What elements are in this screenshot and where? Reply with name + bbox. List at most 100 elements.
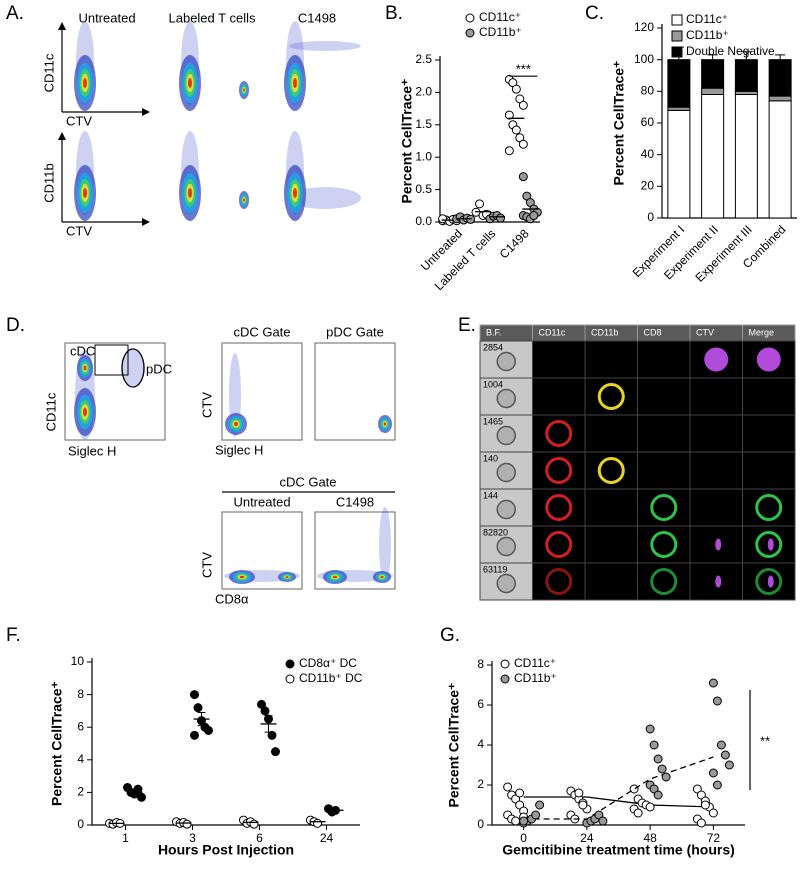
legend-label: CD11b⁺: [686, 28, 729, 42]
panel-label: E.: [458, 315, 476, 336]
image-cell: [584, 340, 638, 379]
error-bar: [741, 51, 752, 60]
row-number: 140: [483, 453, 498, 463]
cell-outline: [496, 573, 516, 594]
error-bar: [707, 54, 718, 60]
annotation: ***: [516, 62, 531, 77]
mean-line: [523, 756, 714, 820]
plot-frame: [221, 342, 303, 441]
density: [243, 198, 245, 202]
data-point: [515, 788, 525, 798]
x-tick-label: 3: [189, 831, 196, 845]
density: [383, 422, 387, 426]
data-point: [511, 816, 521, 826]
legend-swatch: [671, 14, 683, 26]
data-point: [531, 810, 541, 820]
density: [83, 187, 87, 199]
y-tick-label: 2.5: [415, 52, 432, 66]
density: [234, 422, 238, 426]
speck: [767, 538, 774, 551]
y-tick-label: 2: [77, 785, 84, 799]
data-point: [657, 764, 667, 774]
bar-segment: [667, 109, 691, 219]
image-cell: [689, 377, 743, 416]
cell-outline: [496, 351, 516, 372]
row-number: 144: [483, 490, 498, 500]
data-point: [645, 802, 655, 812]
axis-marker: CTV: [199, 392, 214, 418]
image-cell: [637, 451, 691, 490]
cell-ring: [755, 494, 783, 521]
density: [83, 77, 87, 89]
row-number: 63119: [483, 564, 507, 574]
data-point: [661, 772, 671, 782]
data-point: [712, 696, 722, 706]
x-tick-label: 48: [643, 831, 657, 845]
y-tick-label: 0: [647, 210, 654, 224]
column-header: CD8: [644, 327, 662, 337]
error-bar: [130, 788, 139, 797]
panel-label: F.: [6, 625, 21, 646]
data-point: [260, 706, 270, 716]
plot-frame: [64, 342, 166, 441]
cell-ring: [650, 568, 678, 595]
error-bar: [264, 715, 273, 733]
data-point: [649, 740, 659, 750]
panel-label: D.: [6, 315, 25, 336]
data-point: [182, 819, 192, 829]
axis-marker: CD8α: [215, 591, 249, 606]
y-tick-label: 100: [634, 52, 654, 66]
legend-label: CD11b⁺ DC: [299, 671, 363, 685]
data-point: [518, 139, 528, 149]
data-point: [598, 816, 608, 826]
density-haze: [289, 41, 361, 51]
panel-label: B.: [385, 3, 403, 24]
arrow-head: [142, 108, 150, 116]
legend-marker: [500, 659, 510, 669]
cell-outline: [496, 499, 516, 520]
image-cell: [637, 377, 691, 416]
density: [83, 407, 87, 417]
plot-title: cDC Gate: [233, 324, 290, 339]
panel-label: A.: [6, 3, 24, 24]
data-point: [438, 214, 448, 224]
density-haze: [121, 350, 145, 386]
x-tick-label: Labeled T cells: [432, 226, 499, 293]
cell-ring: [755, 568, 783, 595]
x-axis-label: Gemcitibine treatment time (hours): [502, 842, 735, 858]
legend-label: Double Negative: [686, 44, 775, 58]
data-point: [137, 792, 146, 802]
data-point: [504, 146, 514, 156]
x-tick-label: 6: [256, 831, 263, 845]
data-point: [249, 819, 259, 829]
data-point: [645, 724, 655, 734]
cell-outline: [496, 536, 516, 557]
plot-frame: [314, 511, 396, 590]
y-tick-label: 60: [641, 115, 655, 129]
cell-fill: [756, 347, 781, 372]
data-point: [529, 211, 539, 221]
axis-marker: CTV: [66, 113, 92, 128]
data-point: [574, 788, 584, 798]
cell-outline: [496, 425, 516, 446]
y-tick-label: 0.5: [415, 182, 432, 196]
axis-marker: Siglec H: [215, 442, 263, 457]
cell-outline: [496, 388, 516, 409]
image-cell: [637, 414, 691, 453]
data-point: [267, 730, 277, 740]
row-number: 1004: [483, 379, 503, 389]
cell-ring: [545, 494, 573, 521]
image-cell: [742, 451, 796, 490]
axis-marker: CD11c: [41, 53, 56, 92]
cell-ring: [597, 457, 625, 484]
arrow-head: [142, 218, 150, 226]
x-tick-label: 24: [320, 831, 334, 845]
image-cell: [637, 340, 691, 379]
image-cell: [689, 451, 743, 490]
density: [243, 88, 245, 92]
cell-ring: [597, 383, 625, 410]
y-tick-label: 2.0: [415, 85, 432, 99]
density: [380, 575, 384, 579]
density: [332, 575, 338, 579]
